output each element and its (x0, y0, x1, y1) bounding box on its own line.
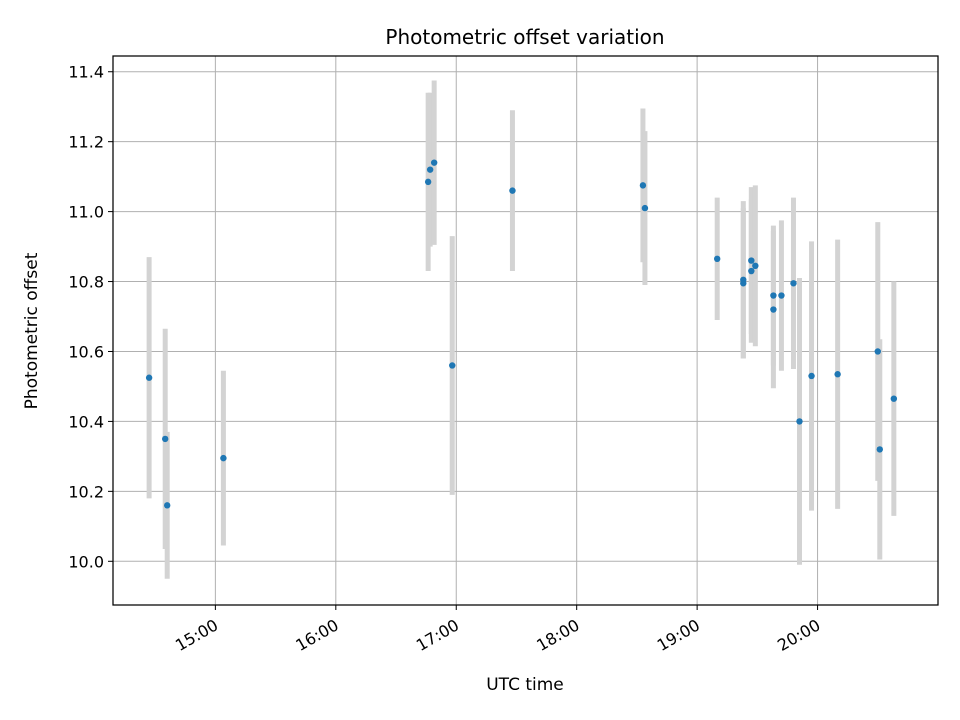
data-point (834, 371, 841, 378)
x-tick-label: 20:00 (774, 615, 823, 655)
data-point (748, 267, 755, 275)
data-point (740, 280, 747, 287)
data-point (770, 292, 777, 299)
data-point (874, 348, 881, 355)
data-point (748, 257, 755, 264)
data-point (449, 362, 456, 369)
data-point (220, 454, 227, 462)
data-point (808, 372, 815, 380)
x-tick-label: 18:00 (533, 615, 582, 655)
y-tick-label: 10.8 (68, 273, 104, 292)
y-tick-label: 10.6 (68, 342, 104, 361)
data-point (770, 306, 777, 313)
x-tick-label: 16:00 (292, 615, 341, 655)
y-tick-label: 11.2 (68, 133, 104, 152)
data-point (790, 280, 797, 287)
data-points (145, 159, 898, 509)
data-point (426, 166, 434, 173)
data-point (890, 395, 898, 402)
y-ticks: 10.0 10.2 10.4 10.6 10.8 11.0 11.2 11.4 (68, 63, 113, 571)
y-tick-label: 10.0 (68, 552, 104, 571)
x-ticks: 15:00 16:00 17:00 18:00 19:00 20:00 (172, 605, 824, 655)
data-point (161, 435, 169, 443)
chart-title: Photometric offset variation (385, 25, 664, 49)
y-axis-label: Photometric offset (22, 252, 42, 409)
y-tick-label: 10.4 (68, 412, 104, 431)
data-point (752, 262, 759, 270)
x-tick-label: 19:00 (654, 615, 703, 655)
data-point (641, 204, 649, 212)
x-tick-label: 17:00 (413, 615, 462, 655)
data-point (639, 182, 647, 189)
data-point (145, 374, 153, 381)
grid (113, 56, 938, 605)
x-tick-label: 15:00 (172, 615, 221, 655)
data-point (430, 159, 438, 166)
data-point (424, 178, 432, 186)
errorbars (146, 80, 897, 579)
y-tick-label: 10.2 (68, 482, 104, 501)
data-point (796, 418, 803, 425)
data-point (778, 292, 785, 299)
x-axis-label: UTC time (486, 675, 564, 695)
data-point (509, 187, 516, 194)
data-point (163, 502, 171, 509)
data-point (713, 255, 721, 263)
data-point (876, 446, 883, 453)
y-tick-label: 11.0 (68, 203, 104, 222)
plot-frame (112, 55, 939, 606)
y-tick-label: 11.4 (68, 63, 104, 82)
